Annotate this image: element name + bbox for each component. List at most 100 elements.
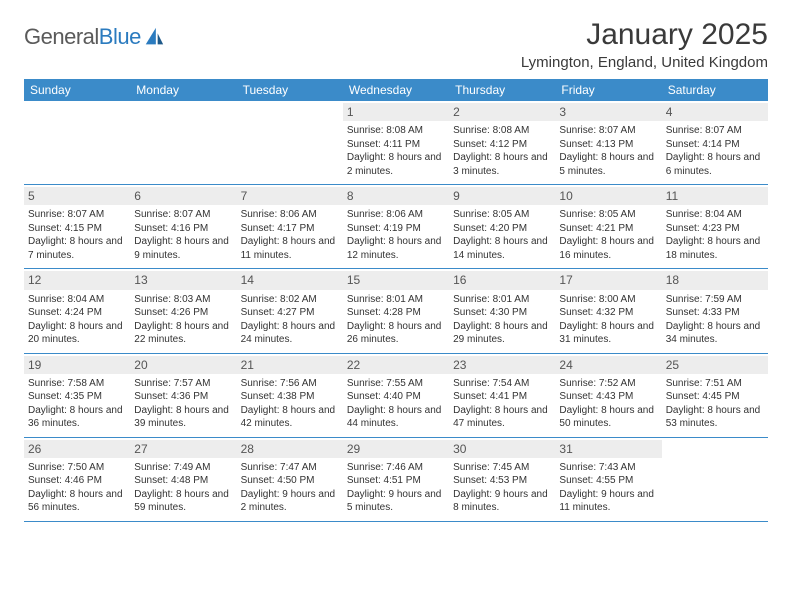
day-number: 9 [449,187,555,205]
day-cell: 21Sunrise: 7:56 AMSunset: 4:38 PMDayligh… [237,354,343,437]
sunset-text: Sunset: 4:51 PM [347,474,445,488]
day-number: 2 [449,103,555,121]
day-header-tue: Tuesday [237,79,343,101]
day-cell: 9 Sunrise: 8:05 AMSunset: 4:20 PMDaylight… [449,185,555,268]
day-cell [662,438,768,521]
sunset-text: Sunset: 4:55 PM [559,474,657,488]
sunset-text: Sunset: 4:12 PM [453,138,551,152]
daylight-text: Daylight: 9 hours and 5 minutes. [347,488,445,515]
daylight-text: Daylight: 8 hours and 16 minutes. [559,235,657,262]
logo-text-blue: Blue [99,24,141,49]
daylight-text: Daylight: 8 hours and 47 minutes. [453,404,551,431]
daylight-text: Daylight: 9 hours and 11 minutes. [559,488,657,515]
sunrise-text: Sunrise: 7:45 AM [453,461,551,475]
sunrise-text: Sunrise: 7:52 AM [559,377,657,391]
daylight-text: Daylight: 8 hours and 18 minutes. [666,235,764,262]
logo-sail-icon [143,26,165,48]
sunset-text: Sunset: 4:28 PM [347,306,445,320]
sunset-text: Sunset: 4:15 PM [28,222,126,236]
day-cell: 10Sunrise: 8:05 AMSunset: 4:21 PMDayligh… [555,185,661,268]
day-number: 12 [24,271,130,289]
day-number: 11 [662,187,768,205]
daylight-text: Daylight: 8 hours and 56 minutes. [28,488,126,515]
sunrise-text: Sunrise: 7:43 AM [559,461,657,475]
day-number: 25 [662,356,768,374]
day-number: 22 [343,356,449,374]
day-cell [24,101,130,184]
sunrise-text: Sunrise: 7:55 AM [347,377,445,391]
day-number: 1 [343,103,449,121]
sunrise-text: Sunrise: 8:07 AM [559,124,657,138]
week-row: 5Sunrise: 8:07 AMSunset: 4:15 PMDaylight… [24,185,768,269]
sunrise-text: Sunrise: 8:08 AM [453,124,551,138]
sunset-text: Sunset: 4:13 PM [559,138,657,152]
day-number: 13 [130,271,236,289]
day-number: 28 [237,440,343,458]
sunrise-text: Sunrise: 7:51 AM [666,377,764,391]
sunset-text: Sunset: 4:20 PM [453,222,551,236]
sunset-text: Sunset: 4:16 PM [134,222,232,236]
daylight-text: Daylight: 8 hours and 53 minutes. [666,404,764,431]
month-title: January 2025 [521,18,768,52]
daylight-text: Daylight: 8 hours and 31 minutes. [559,320,657,347]
sunrise-text: Sunrise: 7:49 AM [134,461,232,475]
day-number: 26 [24,440,130,458]
daylight-text: Daylight: 8 hours and 3 minutes. [453,151,551,178]
day-cell: 4Sunrise: 8:07 AMSunset: 4:14 PMDaylight… [662,101,768,184]
day-cell: 14Sunrise: 8:02 AMSunset: 4:27 PMDayligh… [237,269,343,352]
sunset-text: Sunset: 4:33 PM [666,306,764,320]
week-row: 26Sunrise: 7:50 AMSunset: 4:46 PMDayligh… [24,438,768,522]
sunrise-text: Sunrise: 8:03 AM [134,293,232,307]
sunrise-text: Sunrise: 7:46 AM [347,461,445,475]
day-cell: 1Sunrise: 8:08 AMSunset: 4:11 PMDaylight… [343,101,449,184]
daylight-text: Daylight: 8 hours and 5 minutes. [559,151,657,178]
daylight-text: Daylight: 8 hours and 29 minutes. [453,320,551,347]
day-cell: 17Sunrise: 8:00 AMSunset: 4:32 PMDayligh… [555,269,661,352]
daylight-text: Daylight: 8 hours and 36 minutes. [28,404,126,431]
day-number: 17 [555,271,661,289]
day-cell [237,101,343,184]
day-cell: 26Sunrise: 7:50 AMSunset: 4:46 PMDayligh… [24,438,130,521]
daylight-text: Daylight: 8 hours and 2 minutes. [347,151,445,178]
day-cell: 20Sunrise: 7:57 AMSunset: 4:36 PMDayligh… [130,354,236,437]
daylight-text: Daylight: 8 hours and 44 minutes. [347,404,445,431]
day-number: 8 [343,187,449,205]
day-number: 31 [555,440,661,458]
sunrise-text: Sunrise: 8:05 AM [453,208,551,222]
daylight-text: Daylight: 8 hours and 34 minutes. [666,320,764,347]
logo: GeneralBlue [24,18,165,50]
day-header-mon: Monday [130,79,236,101]
sunset-text: Sunset: 4:17 PM [241,222,339,236]
day-cell: 19Sunrise: 7:58 AMSunset: 4:35 PMDayligh… [24,354,130,437]
day-cell: 8Sunrise: 8:06 AMSunset: 4:19 PMDaylight… [343,185,449,268]
day-cell: 5Sunrise: 8:07 AMSunset: 4:15 PMDaylight… [24,185,130,268]
day-number: 29 [343,440,449,458]
sunrise-text: Sunrise: 8:00 AM [559,293,657,307]
logo-text: GeneralBlue [24,24,141,50]
sunrise-text: Sunrise: 8:07 AM [666,124,764,138]
sunrise-text: Sunrise: 7:54 AM [453,377,551,391]
day-number: 24 [555,356,661,374]
daylight-text: Daylight: 8 hours and 14 minutes. [453,235,551,262]
day-number: 19 [24,356,130,374]
day-number: 4 [662,103,768,121]
day-number: 20 [130,356,236,374]
sunset-text: Sunset: 4:50 PM [241,474,339,488]
day-cell: 25 Sunrise: 7:51 AMSunset: 4:45 PMDayligh… [662,354,768,437]
daylight-text: Daylight: 8 hours and 12 minutes. [347,235,445,262]
day-number: 14 [237,271,343,289]
day-number: 23 [449,356,555,374]
sunset-text: Sunset: 4:30 PM [453,306,551,320]
daylight-text: Daylight: 8 hours and 9 minutes. [134,235,232,262]
sunset-text: Sunset: 4:45 PM [666,390,764,404]
sunrise-text: Sunrise: 8:06 AM [347,208,445,222]
day-cell: 28Sunrise: 7:47 AMSunset: 4:50 PMDayligh… [237,438,343,521]
sunset-text: Sunset: 4:41 PM [453,390,551,404]
week-row: 1Sunrise: 8:08 AMSunset: 4:11 PMDaylight… [24,101,768,185]
daylight-text: Daylight: 8 hours and 20 minutes. [28,320,126,347]
day-header-wed: Wednesday [343,79,449,101]
day-cell: 30Sunrise: 7:45 AMSunset: 4:53 PMDayligh… [449,438,555,521]
day-cell: 15Sunrise: 8:01 AMSunset: 4:28 PMDayligh… [343,269,449,352]
sunrise-text: Sunrise: 8:01 AM [453,293,551,307]
day-cell: 3Sunrise: 8:07 AMSunset: 4:13 PMDaylight… [555,101,661,184]
